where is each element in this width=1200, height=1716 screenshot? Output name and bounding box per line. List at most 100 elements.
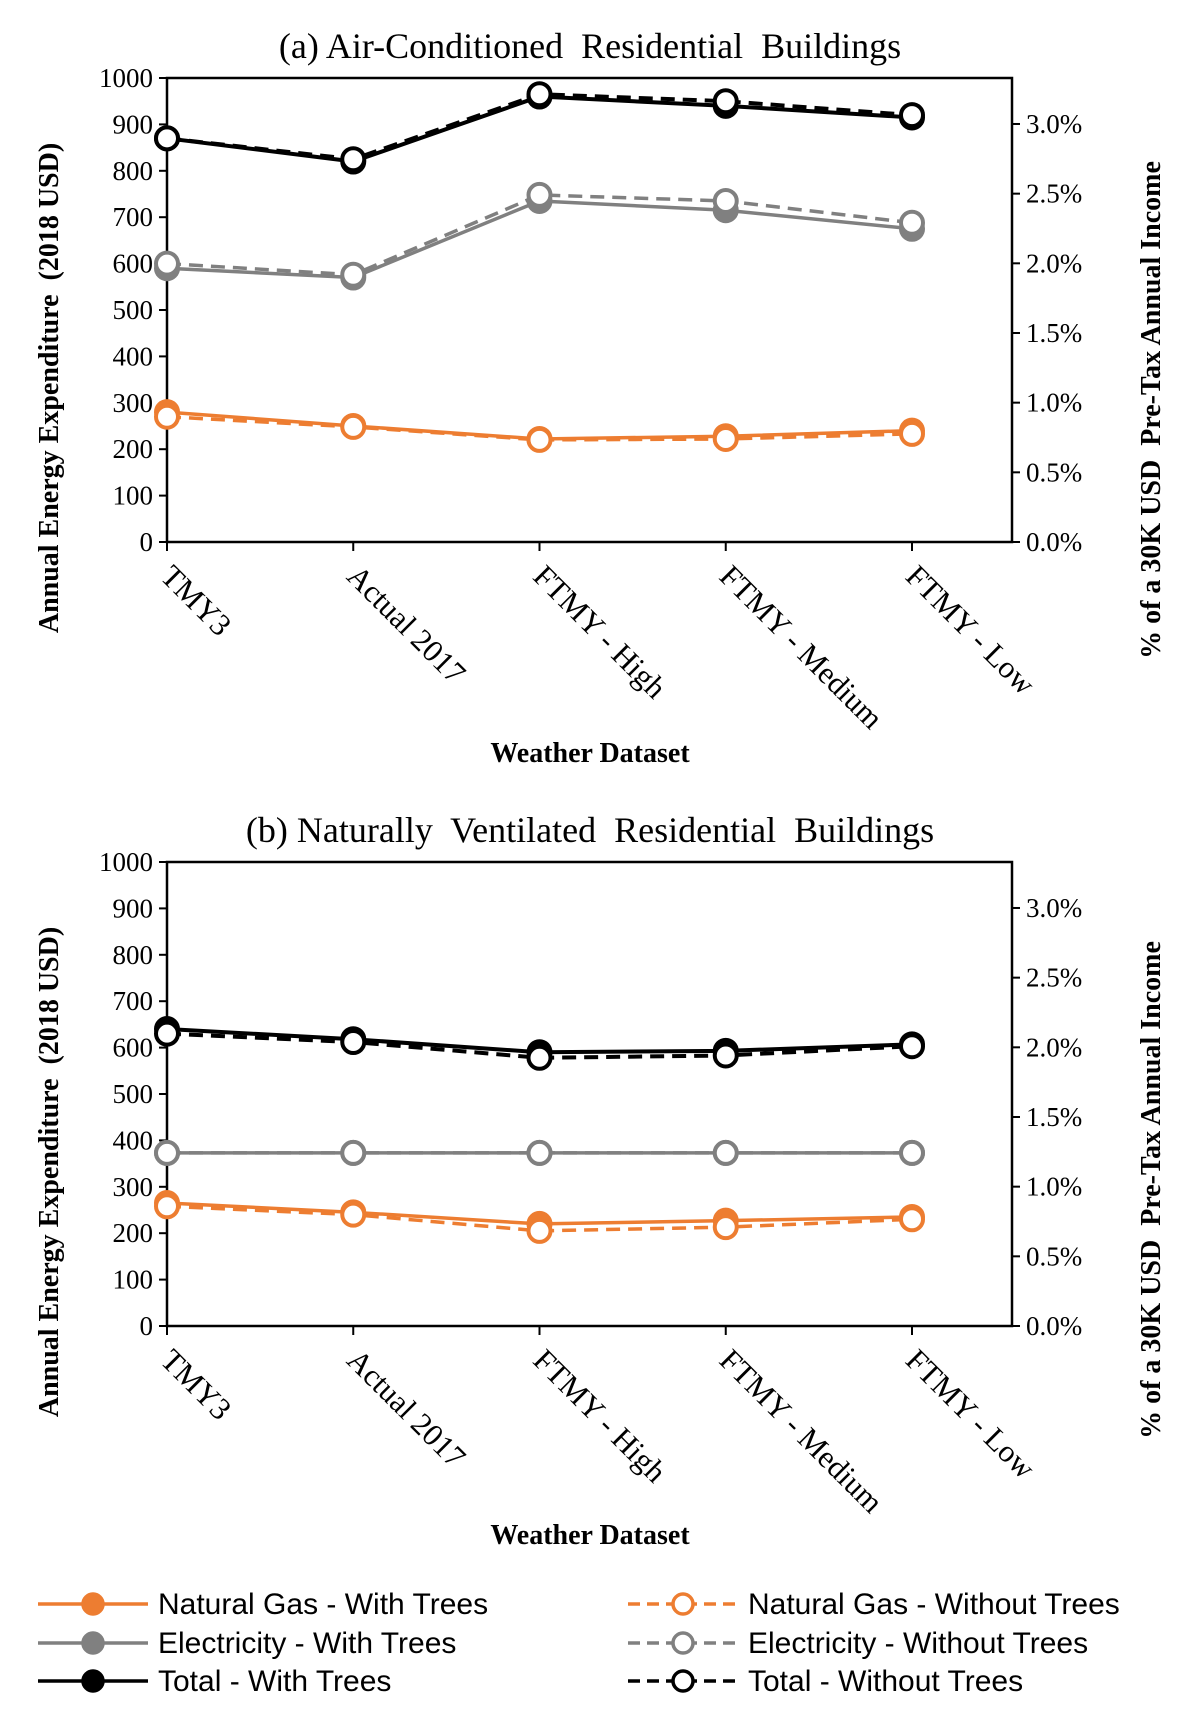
chart-a-xtick-label: FTMY - Medium [713,558,890,735]
chart-b-line-total-without-trees [166,1031,913,1060]
legend-swatch-marker [671,1592,695,1616]
chart-a-y2tick-label: 0.0% [1026,527,1082,557]
chart-b-point-electricity-without-trees [340,1139,367,1166]
chart-b-ytick-label: 700 [113,986,154,1016]
chart-b-ytick-label: 600 [113,1033,154,1063]
chart-a-ylabel: Annual Energy Expenditure (2018 USD) [34,143,65,633]
legend-label: Electricity - Without Trees [748,1627,1088,1660]
chart-a-y2tick-label: 3.0% [1026,109,1082,139]
legend-item-total-with-trees: Total - With Trees [38,1665,391,1698]
chart-a-y2tick-label: 1.5% [1026,318,1082,348]
chart-b-point-natural-gas-without-trees [899,1206,925,1233]
chart-a-xlabel: Weather Dataset [490,738,690,769]
chart-a-point-total-without-trees [340,146,367,173]
chart-b-ytick-label: 0 [140,1311,154,1341]
chart-a-ytick-label: 700 [113,202,154,232]
legend-label: Total - With Trees [158,1665,391,1698]
legend-label: Natural Gas - Without Trees [748,1588,1120,1621]
legend-item-total-without-trees: Total - Without Trees [628,1665,1023,1698]
chart-b-ytick-label: 200 [113,1218,154,1248]
chart-a-y2tick-label: 1.0% [1026,388,1082,418]
chart-a-point-total-without-trees [899,102,925,129]
chart-a-ytick-label: 0 [140,527,154,557]
chart-b-xtick-label: FTMY - High [527,1342,674,1489]
legend-swatch-marker [81,1592,105,1616]
chart-a-point-natural-gas-without-trees [526,426,553,453]
chart-b-point-total-without-trees [526,1044,553,1071]
legend-swatch-marker [81,1631,105,1655]
chart-b-point-natural-gas-without-trees [154,1193,180,1220]
legend-swatch-marker [81,1669,105,1693]
chart-a-ytick-label: 500 [113,295,154,325]
chart-a-point-total-without-trees [526,81,553,108]
chart-a-xtick-label: FTMY - Low [899,558,1043,702]
chart-b-y2tick-label: 1.5% [1026,1102,1082,1132]
chart-b-point-natural-gas-without-trees [526,1217,553,1244]
chart-a-point-natural-gas-without-trees [712,425,739,452]
chart-b-xtick-label: Actual 2017 [340,1342,473,1475]
chart-a-point-electricity-without-trees [712,187,739,214]
legend-item-electricity-with-trees: Electricity - With Trees [38,1627,456,1660]
chart-b-ylabel: Annual Energy Expenditure (2018 USD) [34,927,65,1417]
chart-a-point-natural-gas-without-trees [154,403,180,430]
chart-b-xtick-label: TMY3 [154,1342,238,1426]
legend-item-electricity-without-trees: Electricity - Without Trees [628,1627,1088,1660]
chart-b-line-natural-gas-without-trees [166,1204,913,1233]
chart-b-point-natural-gas-without-trees [712,1214,739,1241]
chart-b-ytick-label: 400 [113,1125,154,1155]
chart-a-ytick-label: 900 [113,109,154,139]
chart-a-ytick-label: 1000 [99,63,153,93]
chart-a-ytick-label: 600 [113,249,154,279]
chart-a-ytick-label: 200 [113,434,154,464]
chart-a-ytick-label: 100 [113,481,154,511]
chart-a-line-electricity-without-trees [166,193,913,277]
chart-b-xlabel: Weather Dataset [490,1520,690,1551]
chart-a-y2label: % of a 30K USD Pre-Tax Annual Income [1136,161,1167,659]
legend: Natural Gas - With Trees Natural Gas - Wi… [38,1588,1120,1698]
chart-a-plot: 0 100 200 300 400 500 600 700 800 900 1000 0.0% 0.5%… [99,63,1082,736]
chart-b-y2tick-label: 1.0% [1026,1172,1082,1202]
chart-a-y2tick-label: 2.0% [1026,248,1082,278]
chart-a-point-total-without-trees [154,125,180,152]
chart-b-point-electricity-without-trees [526,1139,553,1166]
chart-b-ytick-label: 100 [113,1265,154,1295]
chart-b-ytick-label: 1000 [99,847,153,877]
chart-a-point-natural-gas-without-trees [340,413,367,440]
chart-b-point-total-without-trees [340,1029,367,1056]
chart-a-y2tick-label: 2.5% [1026,179,1082,209]
chart-b-xtick-label: FTMY - Medium [713,1342,890,1519]
chart-b-y2tick-label: 2.5% [1026,963,1082,993]
chart-a-plot-frame [165,76,1014,544]
chart-b-point-total-without-trees [899,1033,925,1060]
chart-a-title: (a) Air-Conditioned Residential Building… [279,26,901,66]
chart-b-point-total-without-trees [712,1042,739,1069]
legend-swatch-marker [671,1631,695,1655]
chart-a-point-electricity-without-trees [154,250,180,277]
chart-b-point-total-without-trees [154,1020,180,1047]
chart-b-plot-frame [165,860,1014,1328]
chart-b-plot: 0 100 200 300 400 500 600 700 800 900 1000 0.0% 0.5%… [99,847,1082,1520]
chart-a-line-natural-gas-without-trees [166,414,913,442]
chart-b-point-natural-gas-without-trees [340,1201,367,1228]
chart-b-ytick-label: 800 [113,940,154,970]
legend-label: Natural Gas - With Trees [158,1588,488,1621]
chart-a-y2tick-label: 0.5% [1026,457,1082,487]
chart-b-ytick-label: 900 [113,893,154,923]
chart-b-y2tick-label: 2.0% [1026,1032,1082,1062]
chart-a-point-electricity-without-trees [899,209,925,236]
chart-b-y2tick-label: 3.0% [1026,893,1082,923]
chart-b-ytick-label: 500 [113,1079,154,1109]
legend-swatch-marker [671,1669,695,1693]
chart-a-ytick-label: 400 [113,341,154,371]
chart-a-ytick-label: 800 [113,156,154,186]
chart-a-point-electricity-without-trees [526,181,553,208]
chart-a-xtick-label: Actual 2017 [340,558,473,691]
chart-a-point-electricity-without-trees [340,261,367,288]
legend-label: Electricity - With Trees [158,1627,456,1660]
legend-label: Total - Without Trees [748,1665,1023,1698]
chart-b-y2tick-label: 0.0% [1026,1311,1082,1341]
chart-b-point-electricity-without-trees [712,1139,739,1166]
chart-b-y2label: % of a 30K USD Pre-Tax Annual Income [1136,941,1167,1439]
chart-b-title: (b) Naturally Ventilated Residential Bui… [246,810,934,850]
